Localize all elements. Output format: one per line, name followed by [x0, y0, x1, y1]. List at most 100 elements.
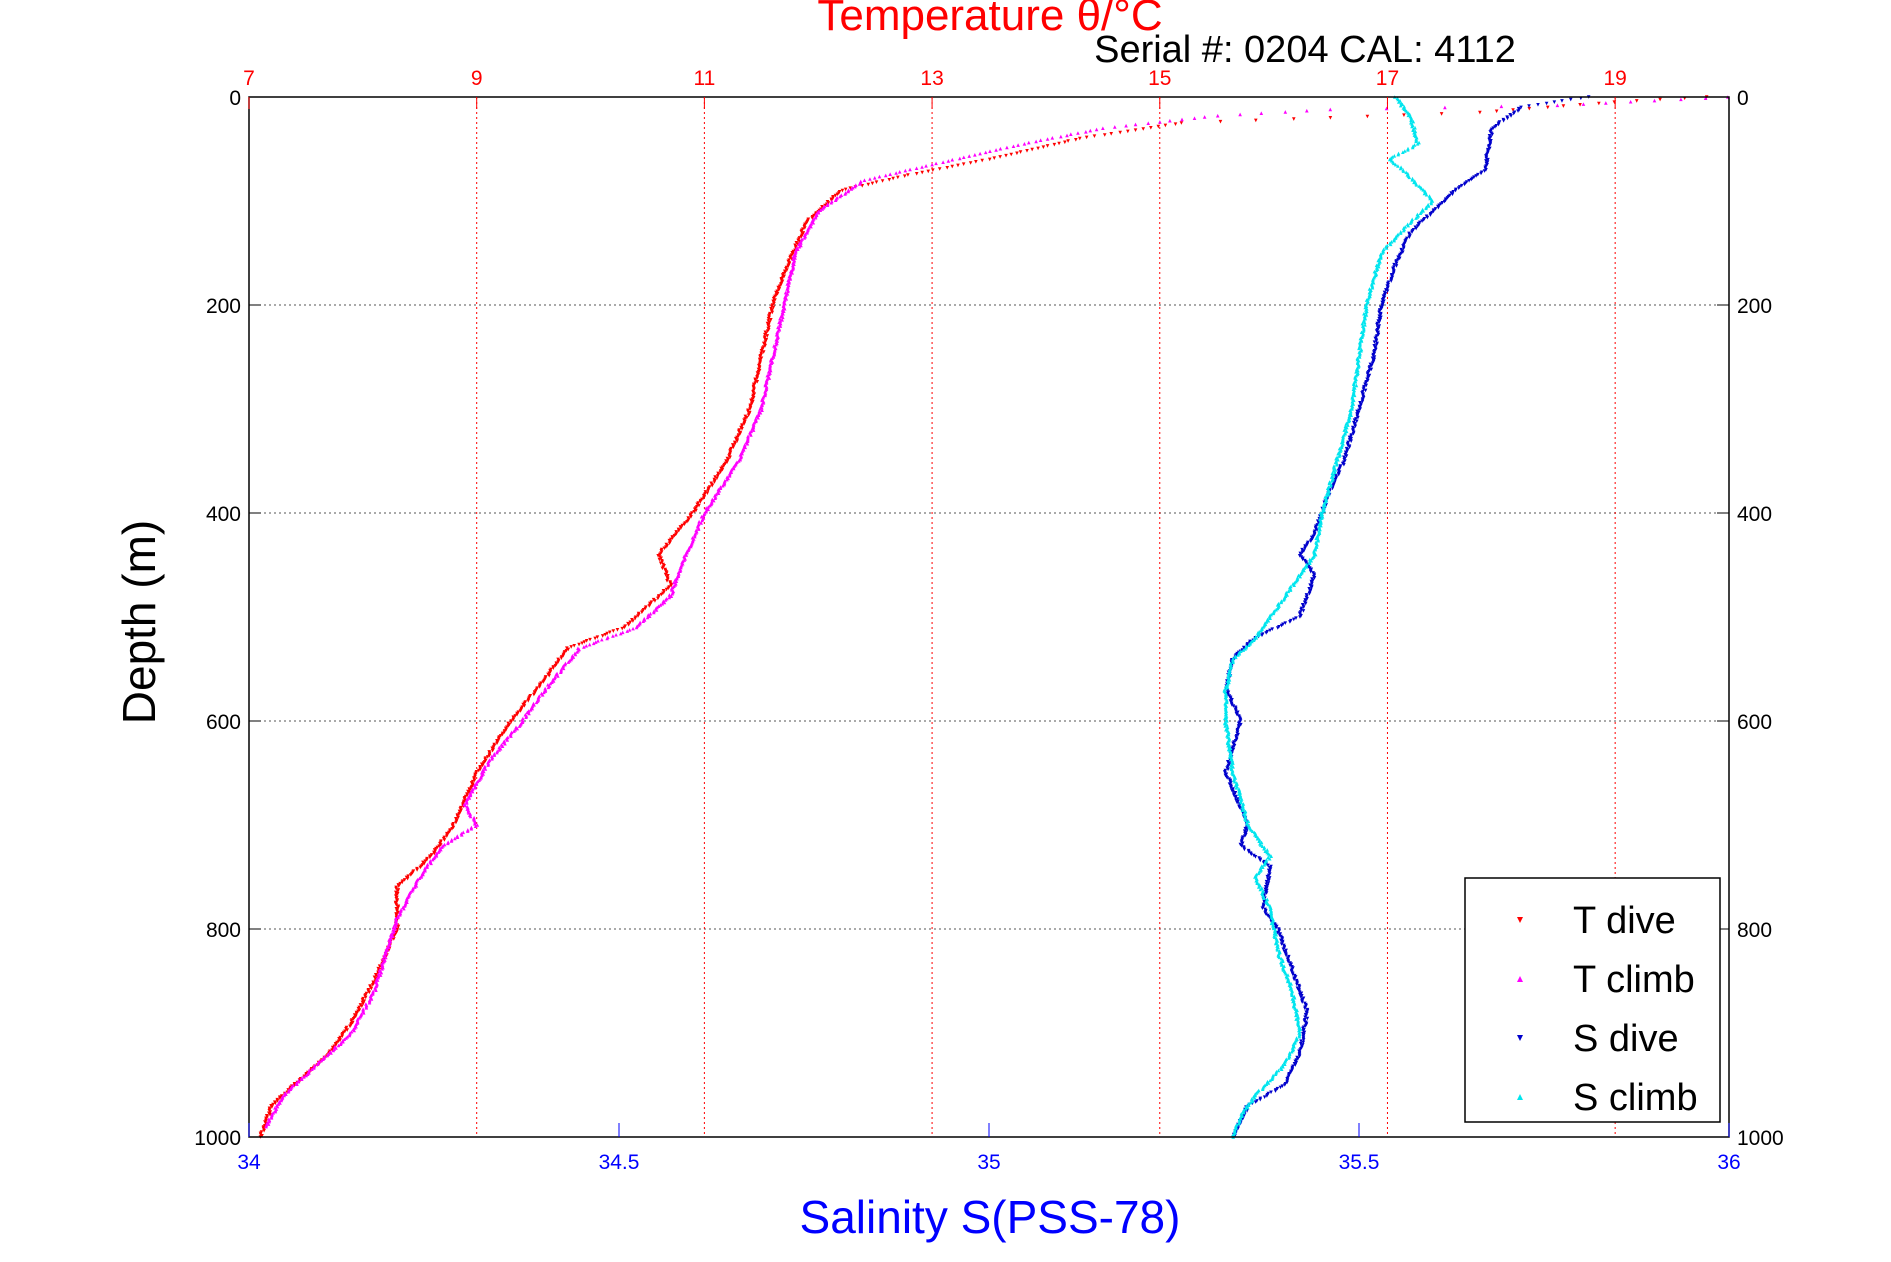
- data-point: [857, 182, 862, 186]
- data-point: [660, 601, 665, 606]
- data-point: [584, 639, 589, 643]
- data-point: [1302, 568, 1306, 573]
- data-point: [282, 1093, 286, 1098]
- data-point: [652, 610, 656, 615]
- data-point: [473, 786, 477, 790]
- data-point: [1391, 271, 1396, 276]
- data-point: [1226, 767, 1230, 772]
- data-point: [480, 763, 485, 768]
- data-point: [580, 641, 584, 646]
- y-axis-label: Depth (m): [113, 520, 165, 724]
- data-point: [419, 875, 424, 879]
- data-point: [352, 1028, 356, 1033]
- data-point: [1440, 201, 1445, 205]
- data-point: [818, 208, 823, 212]
- data-point: [1215, 113, 1220, 118]
- data-point: [797, 242, 801, 246]
- data-point: [381, 956, 385, 961]
- data-point: [1018, 150, 1023, 154]
- x-top-tick-label: 9: [471, 67, 483, 90]
- data-point: [802, 226, 807, 230]
- data-point: [1301, 1040, 1306, 1045]
- data-point: [1345, 449, 1350, 453]
- data-point: [1301, 605, 1306, 610]
- data-point: [472, 778, 477, 783]
- data-point: [1025, 149, 1029, 153]
- data-point: [367, 1000, 372, 1005]
- data-point: [776, 288, 781, 292]
- data-point: [620, 630, 625, 635]
- data-point: [363, 995, 368, 1000]
- data-point: [1238, 112, 1242, 117]
- data-point: [504, 727, 508, 732]
- data-point: [1301, 1038, 1306, 1042]
- data-point: [1309, 585, 1314, 590]
- data-point: [767, 320, 772, 325]
- data-point: [360, 1004, 364, 1009]
- data-point: [641, 619, 646, 623]
- data-point: [759, 349, 764, 353]
- data-point: [1545, 105, 1550, 110]
- data-point: [1414, 226, 1418, 231]
- data-point: [1305, 596, 1309, 601]
- data-point: [1319, 521, 1323, 525]
- data-point: [645, 615, 650, 620]
- data-point: [647, 614, 652, 618]
- data-point: [1305, 1016, 1310, 1021]
- data-point: [796, 247, 800, 252]
- data-point: [264, 1124, 268, 1129]
- data-point: [640, 610, 644, 615]
- data-point: [367, 990, 372, 995]
- data-point: [1255, 836, 1260, 841]
- data-point: [348, 1024, 352, 1029]
- data-point: [1034, 139, 1038, 144]
- data-point: [708, 503, 712, 508]
- data-point: [361, 1001, 365, 1006]
- data-point: [720, 467, 725, 472]
- x-bottom-tick-label: 35.5: [1339, 1151, 1380, 1174]
- data-point: [394, 886, 398, 891]
- data-point: [338, 1042, 343, 1047]
- data-point: [778, 324, 783, 328]
- data-point: [1365, 372, 1370, 377]
- data-point: [1436, 205, 1441, 210]
- data-point: [1263, 849, 1268, 854]
- data-point: [1102, 133, 1107, 137]
- data-point: [1297, 1034, 1302, 1039]
- data-point: [1272, 931, 1277, 936]
- data-point: [525, 710, 530, 715]
- data-point: [716, 491, 721, 495]
- data-point: [1366, 378, 1370, 383]
- data-point: [1253, 855, 1258, 859]
- data-point: [553, 663, 558, 668]
- data-point: [697, 519, 701, 524]
- data-point: [736, 429, 741, 434]
- data-point: [825, 203, 830, 207]
- data-point: [978, 151, 982, 156]
- data-point: [1375, 323, 1379, 327]
- data-point: [647, 604, 652, 608]
- data-point: [369, 986, 374, 991]
- data-point: [1479, 171, 1483, 176]
- data-point: [1264, 912, 1268, 917]
- data-point: [1353, 424, 1358, 429]
- data-point: [1410, 124, 1414, 129]
- data-point: [745, 441, 750, 446]
- data-point: [1149, 126, 1153, 130]
- data-point: [1264, 891, 1269, 895]
- data-point: [1484, 156, 1489, 161]
- data-point: [1385, 289, 1390, 293]
- data-point: [1288, 963, 1292, 968]
- data-point: [1258, 843, 1263, 847]
- data-point: [1291, 617, 1296, 622]
- data-point: [1260, 1087, 1265, 1091]
- data-point: [749, 398, 753, 403]
- data-point: [1248, 1100, 1253, 1105]
- data-point: [262, 1128, 266, 1133]
- data-point: [386, 945, 391, 950]
- data-point: [503, 741, 507, 746]
- data-point: [1265, 874, 1270, 879]
- data-point: [620, 626, 625, 631]
- data-point: [1424, 192, 1429, 197]
- data-point: [513, 714, 518, 718]
